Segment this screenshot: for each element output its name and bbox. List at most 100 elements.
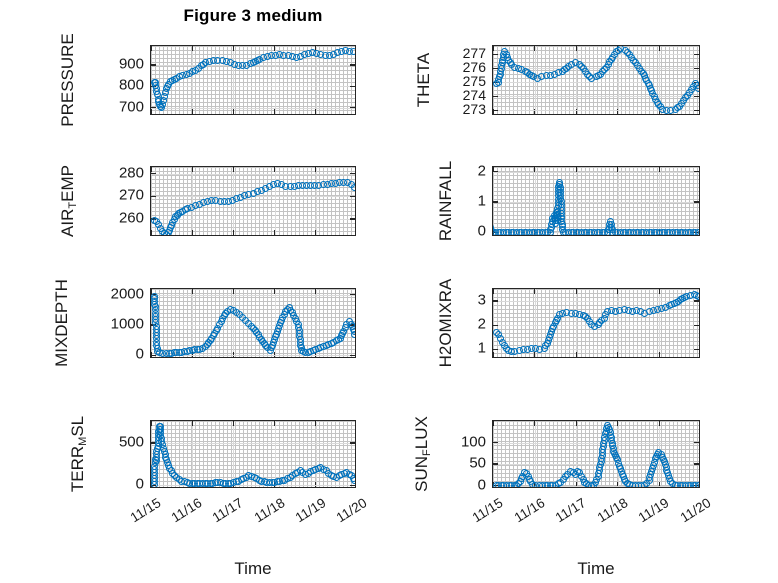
x-axis-tick [151,167,153,172]
x-axis-tick [151,421,153,426]
x-axis-tick [191,46,193,51]
gridline-vertical [274,167,276,235]
x-axis-tick [617,421,619,426]
subplot-rainfall: 0 1 2 RAINFALL [436,161,700,241]
gridline-horizontal [151,173,355,175]
x-axis-tick [191,230,193,235]
y-axis-tick [694,463,699,465]
x-tick-label: 11/15 [469,495,506,526]
y-axis-tick [694,324,699,326]
x-axis-tick [315,109,317,114]
x-axis-tick [315,482,317,487]
y-axis-tick [694,300,699,302]
x-axis-tick [151,46,153,51]
gridline-horizontal [493,202,699,203]
x-tick-label: 11/16 [511,495,548,526]
x-axis-tick [232,421,235,426]
data-point [695,84,699,92]
x-axis-tick [617,352,619,357]
x-axis-tick [493,109,495,114]
gridline-horizontal [493,349,699,351]
plot-area [492,288,700,358]
y-tick-label: 100 [460,433,486,450]
x-axis-tick [658,482,661,487]
x-axis-label: Time [577,559,615,578]
gridline-horizontal [493,301,699,303]
x-axis-tick [533,289,536,294]
gridline-vertical [659,167,661,235]
y-axis-tick [493,463,498,465]
y-axis-tick [493,300,498,302]
x-axis-tick [575,46,577,51]
gridline-vertical [534,167,536,235]
y-axis-tick [493,95,498,98]
y-axis-tick [350,218,355,220]
x-axis-tick [315,167,317,172]
y-axis-label: MIXDEPTH [52,279,71,367]
y-axis-tick [694,67,699,70]
x-tick-label: 11/18 [594,495,631,526]
gridline-vertical [233,421,235,487]
gridline-horizontal [151,294,355,296]
x-tick-label: 11/20 [333,495,370,526]
y-tick-label: 0 [477,476,486,494]
y-axis-tick [151,442,156,444]
gridline-horizontal [493,96,699,98]
gridline-vertical [315,46,317,114]
y-tick-label: 275 [462,73,486,90]
data-point [695,292,699,300]
y-tick-label: 1 [477,192,486,210]
y-axis-tick [350,354,355,356]
gridline-horizontal [493,442,699,444]
plot-area [492,420,700,488]
x-axis-tick [617,482,619,487]
gridline-horizontal [493,82,699,84]
x-axis-tick [575,482,577,487]
x-axis-tick [273,167,276,172]
y-axis-tick [350,195,355,198]
y-axis-tick [493,324,498,326]
y-axis-tick [493,53,498,56]
y-axis-label: AIRTEMP [58,165,79,237]
subplot-theta: 273 274 275 276 277 THETA [414,45,700,116]
x-axis-tick [533,352,536,357]
x-axis-tick [658,352,661,357]
data-point [351,476,355,484]
y-tick-label: 0 [135,345,144,363]
y-tick-label: 2 [477,315,486,333]
plot-area [492,45,700,115]
y-tick-label: 2000 [110,285,144,302]
x-axis-tick [533,167,536,172]
x-axis-tick [191,421,193,426]
gridline-vertical [617,46,619,114]
y-axis-label: PRESSURE [58,33,77,127]
x-axis-tick [315,352,317,357]
x-axis-tick [273,230,276,235]
gridline-vertical [617,289,619,357]
data-point [350,48,355,56]
y-tick-label: 900 [118,55,144,73]
figure-title: Figure 3 medium [183,6,323,25]
gridline-vertical [233,46,235,114]
y-axis-label: SUNFLUX [412,416,433,492]
subplot-pressure: 700 800 900 PRESSURE [58,33,356,127]
x-axis-tick [575,289,577,294]
x-tick-label: 11/19 [292,495,329,526]
x-tick-label: 11/18 [251,495,288,526]
x-axis-tick [575,109,577,114]
x-axis-tick [191,352,193,357]
x-axis-tick [493,421,495,426]
x-axis-tick [151,109,153,114]
plot-area [150,45,356,115]
x-tick-label: 11/15 [127,495,164,526]
subplot-mixdepth: 0 1000 2000 MIXDEPTH [52,279,356,367]
minor-grid [151,167,355,235]
y-axis-tick [151,354,156,356]
y-axis-tick [151,106,156,109]
gridline-vertical [315,421,317,487]
x-axis-tick [617,109,619,114]
gridline-vertical [274,289,276,357]
x-axis-tick [191,167,193,172]
x-axis-tick [493,46,495,51]
x-axis-tick [315,289,317,294]
